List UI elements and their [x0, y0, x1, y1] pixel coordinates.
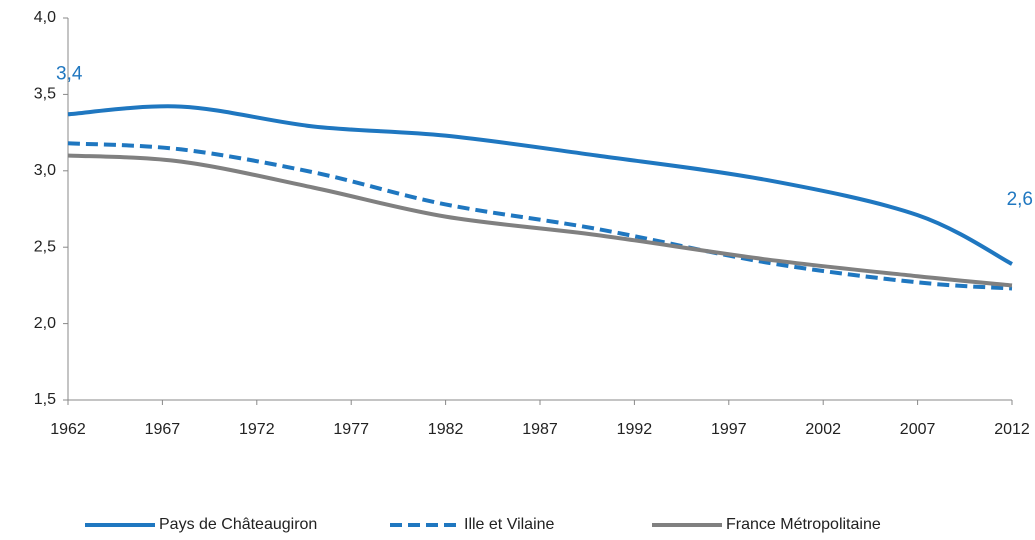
y-tick-label: 2,5: [34, 238, 56, 255]
legend-label: Pays de Châteaugiron: [159, 516, 317, 533]
x-tick-label: 1992: [617, 421, 653, 438]
series-line: [67, 153, 1013, 288]
x-tick-label: 1967: [145, 421, 181, 438]
y-tick-label: 4,0: [34, 9, 56, 26]
y-tick-label: 3,5: [34, 86, 56, 103]
x-tick-label: 1987: [522, 421, 558, 438]
series-line: [67, 104, 1013, 266]
annotation: 2,6: [1007, 189, 1033, 210]
annotation: 3,4: [56, 63, 83, 84]
x-tick-label: 1982: [428, 421, 464, 438]
y-tick-label: 2,0: [34, 315, 56, 332]
series-line: [67, 141, 1013, 291]
x-tick-label: 1977: [333, 421, 369, 438]
legend-label: France Métropolitaine: [726, 516, 881, 533]
x-tick-label: 1962: [50, 421, 86, 438]
x-tick-label: 2012: [994, 421, 1030, 438]
y-tick-label: 1,5: [34, 391, 56, 408]
x-tick-label: 1997: [711, 421, 747, 438]
legend-label: Ille et Vilaine: [464, 516, 555, 533]
x-tick-label: 2002: [805, 421, 841, 438]
x-tick-label: 1972: [239, 421, 275, 438]
y-tick-label: 3,0: [34, 162, 56, 179]
x-tick-label: 2007: [900, 421, 936, 438]
